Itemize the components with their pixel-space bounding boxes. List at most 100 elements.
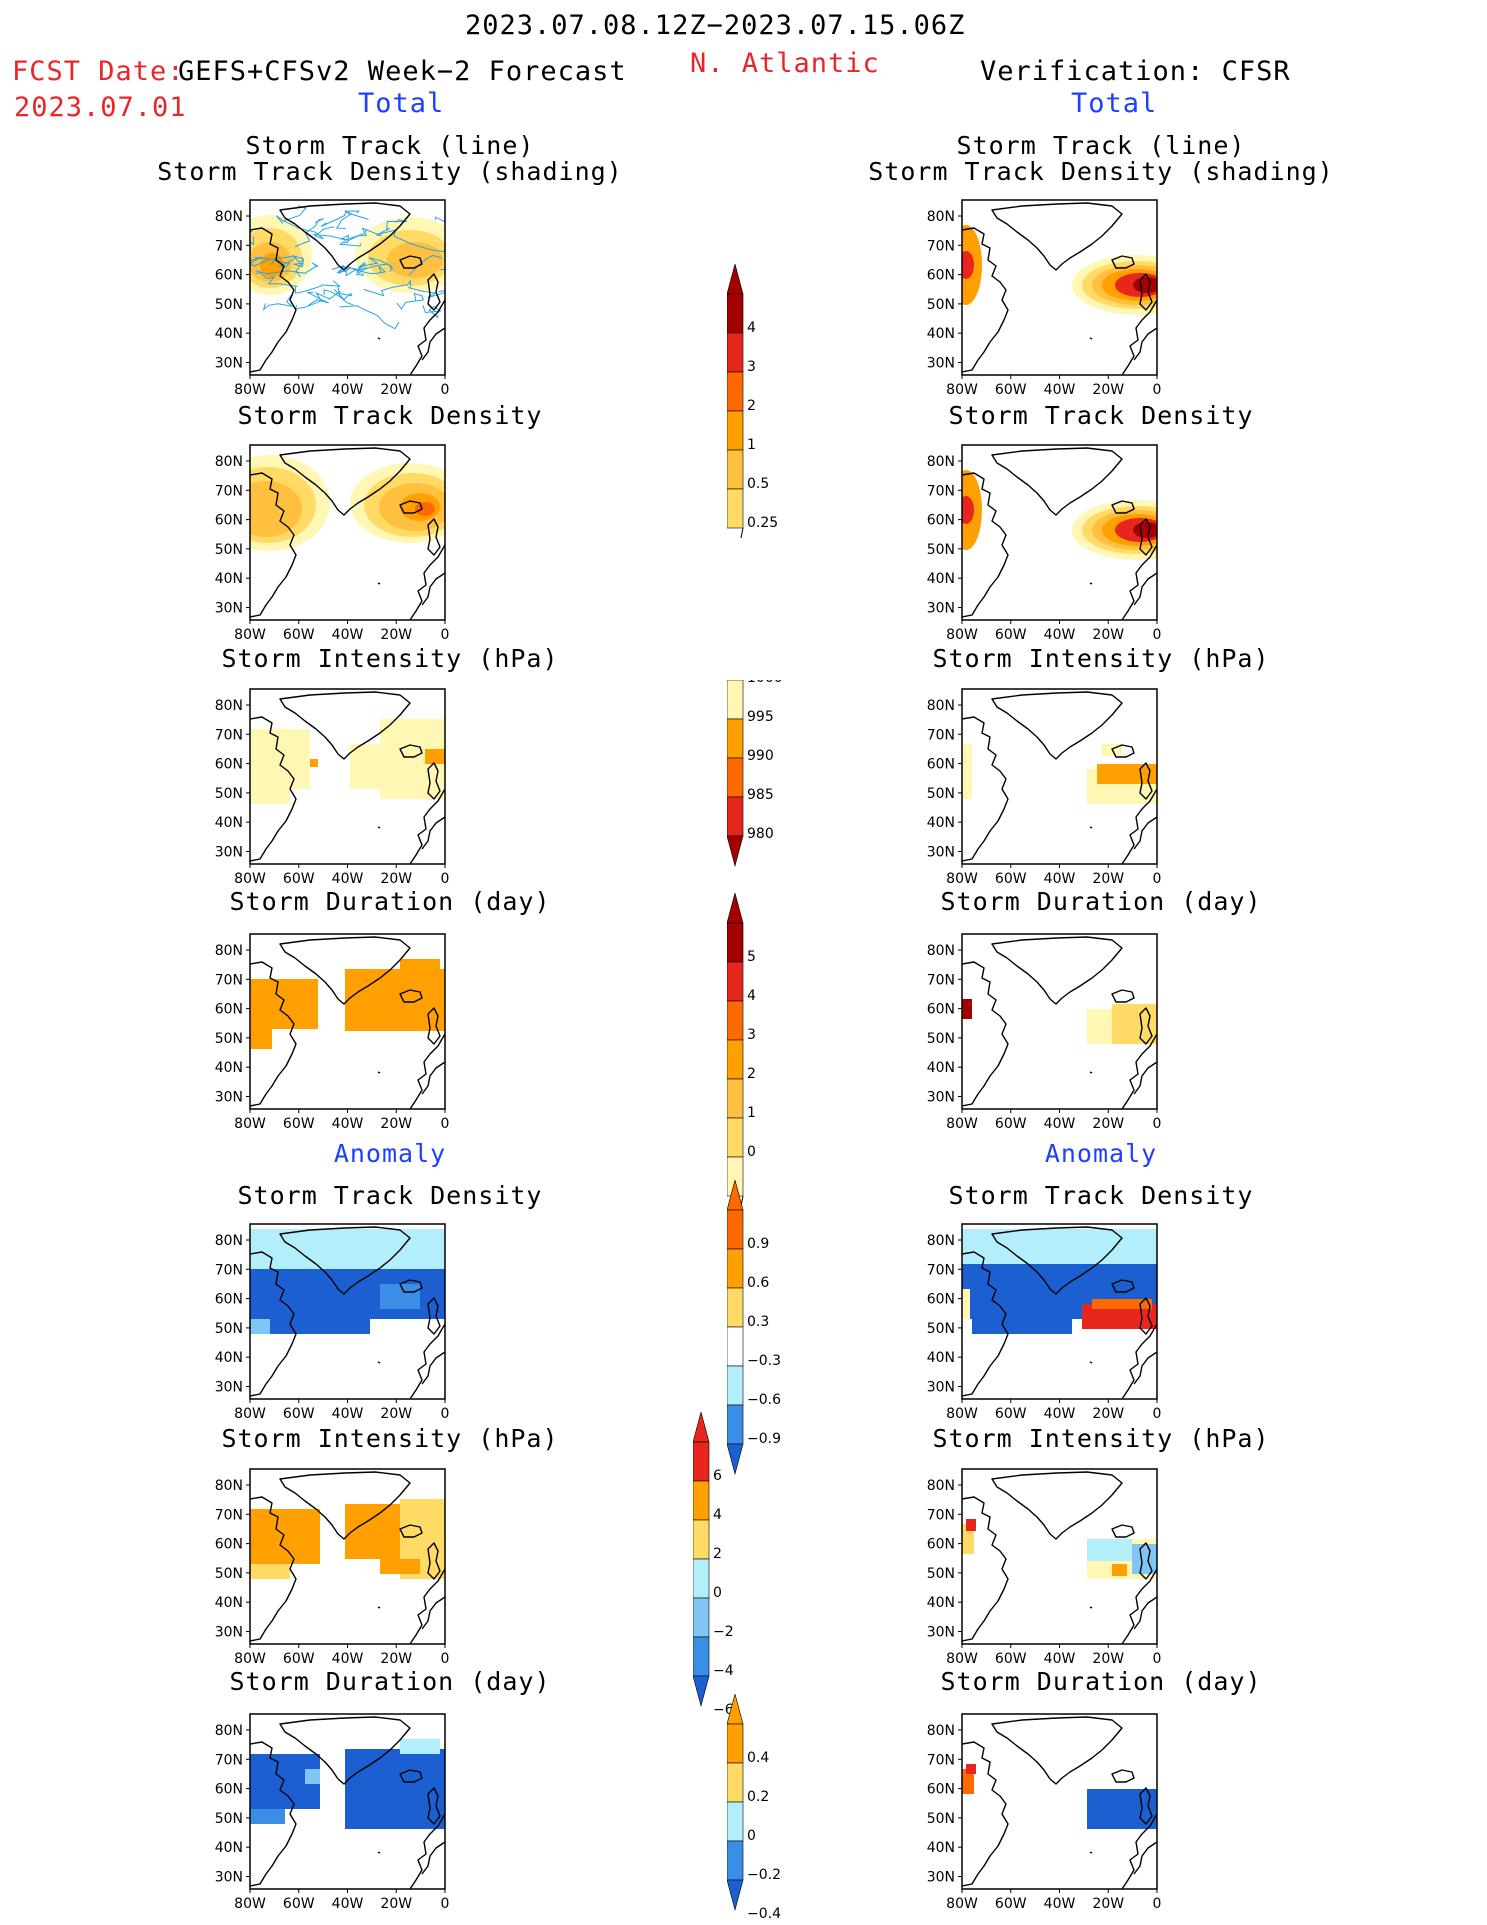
lon-tick-label: 0 [441, 871, 450, 885]
anomaly-label-right: Anomaly [1044, 1139, 1158, 1168]
greenland-coast [991, 1226, 1123, 1295]
storm-track-line [363, 279, 412, 297]
forecast-name: GEFS+CFSv2 Week−2 Forecast [178, 56, 627, 87]
field-block [972, 1319, 1072, 1334]
island-dot [377, 1851, 381, 1854]
storm-track-line [291, 254, 305, 278]
island-dot [377, 826, 381, 829]
density-blob [1133, 522, 1157, 538]
lat-tick-label: 60N [927, 1782, 955, 1798]
colorbar-segment [726, 679, 744, 720]
uk-coast [1139, 762, 1153, 800]
lon-tick-label: 80W [234, 871, 266, 885]
lon-tick-label: 40W [1044, 382, 1076, 396]
lon-tick-label: 40W [332, 627, 364, 641]
lon-tick-label: 40W [332, 1406, 364, 1420]
colorbar-label: 985 [747, 787, 774, 803]
storm-track-line [294, 218, 324, 248]
lon-tick-label: 20W [380, 1406, 412, 1420]
lon-tick-label: 0 [1153, 1896, 1162, 1910]
canada-coast [250, 472, 297, 618]
lat-tick-label: 40N [215, 1350, 243, 1366]
lon-tick-label: 60W [283, 1116, 315, 1130]
europe-coast [1121, 544, 1157, 620]
uk-coast [1139, 1007, 1153, 1045]
europe-coast [409, 1813, 445, 1889]
greenland-coast [279, 202, 411, 271]
iceland-coast [1111, 1279, 1135, 1293]
europe-coast-2 [1133, 1841, 1157, 1875]
island-dot [377, 1606, 381, 1609]
europe-coast [1121, 1813, 1157, 1889]
lat-tick-label: 50N [927, 297, 955, 313]
lon-tick-label: 80W [946, 1896, 978, 1910]
field-block [250, 1509, 320, 1564]
colorbar-segment [726, 961, 744, 1002]
colorbar-label: 0.5 [747, 476, 769, 492]
europe-coast-2 [421, 327, 445, 361]
field-block [966, 1764, 976, 1774]
uk-coast [1139, 273, 1153, 311]
lon-tick-label: 20W [1092, 871, 1124, 885]
field-block [305, 1769, 320, 1784]
field-block [1087, 1539, 1132, 1561]
colorbar-intensity-anom: 6 4 2 0 −2 −4 −6 [692, 1410, 793, 1720]
canada-coast [962, 1251, 1009, 1397]
title-track-shading-right: Storm Track Density (shading) [868, 157, 1334, 186]
lat-tick-label: 40N [927, 326, 955, 342]
lat-tick-label: 80N [927, 1233, 955, 1249]
lon-tick-label: 40W [332, 1651, 364, 1665]
total-label-right: Total [1071, 88, 1158, 119]
colorbar-segment [726, 796, 744, 837]
lon-tick-label: 80W [946, 382, 978, 396]
greenland-coast [991, 1716, 1123, 1785]
storm-track-line [335, 210, 369, 229]
colorbar-label: −0.4 [747, 1906, 781, 1920]
total-label-left: Total [358, 88, 445, 119]
lat-tick-label: 60N [927, 513, 955, 529]
anomaly-label-left: Anomaly [333, 1139, 447, 1168]
greenland-coast [991, 936, 1123, 1005]
uk-coast [427, 1787, 441, 1825]
greenland-coast [279, 1226, 411, 1295]
lon-tick-label: 0 [1153, 871, 1162, 885]
canada-coast [962, 1741, 1009, 1887]
colorbar-segment [726, 1000, 744, 1041]
uk-coast [427, 1297, 441, 1335]
lon-tick-label: 0 [441, 627, 450, 641]
lon-tick-label: 60W [283, 627, 315, 641]
map-right-duration-anom: 80N 70N 60N 50N 40N 30N 80W 60W 40W 20W 0 [914, 1710, 1174, 1914]
canada-coast [962, 961, 1009, 1107]
lat-tick-label: 50N [215, 1566, 243, 1582]
island-dot [1089, 1606, 1093, 1609]
fcst-date-label: FCST Date: [12, 56, 185, 87]
lon-tick-label: 20W [380, 1896, 412, 1910]
colorbar-label: 0 [747, 1144, 756, 1160]
lat-tick-label: 70N [927, 1752, 955, 1768]
island-dot [377, 1071, 381, 1074]
lat-tick-label: 80N [927, 454, 955, 470]
lon-tick-label: 0 [441, 1116, 450, 1130]
title-duration-left: Storm Duration (day) [229, 887, 551, 916]
lon-tick-label: 0 [441, 1406, 450, 1420]
verification-label: Verification: CFSR [980, 56, 1291, 87]
lon-tick-label: 60W [995, 627, 1027, 641]
lat-tick-label: 40N [215, 1595, 243, 1611]
uk-coast [1139, 1297, 1153, 1335]
lon-tick-label: 60W [283, 1406, 315, 1420]
title-density-anom-left: Storm Track Density [237, 1181, 543, 1210]
lat-tick-label: 70N [215, 1262, 243, 1278]
lat-tick-label: 60N [215, 268, 243, 284]
europe-coast [1121, 299, 1157, 375]
colorbar-label: 1000 [747, 680, 783, 686]
density-blob [387, 242, 443, 278]
lon-tick-label: 20W [380, 382, 412, 396]
canada-coast [250, 716, 297, 862]
lat-tick-label: 80N [927, 943, 955, 959]
lat-tick-label: 70N [215, 483, 243, 499]
lat-tick-label: 80N [927, 209, 955, 225]
lat-tick-label: 80N [927, 1723, 955, 1739]
field-block [250, 789, 290, 804]
island-dot [1089, 1071, 1093, 1074]
uk-coast [427, 1542, 441, 1580]
